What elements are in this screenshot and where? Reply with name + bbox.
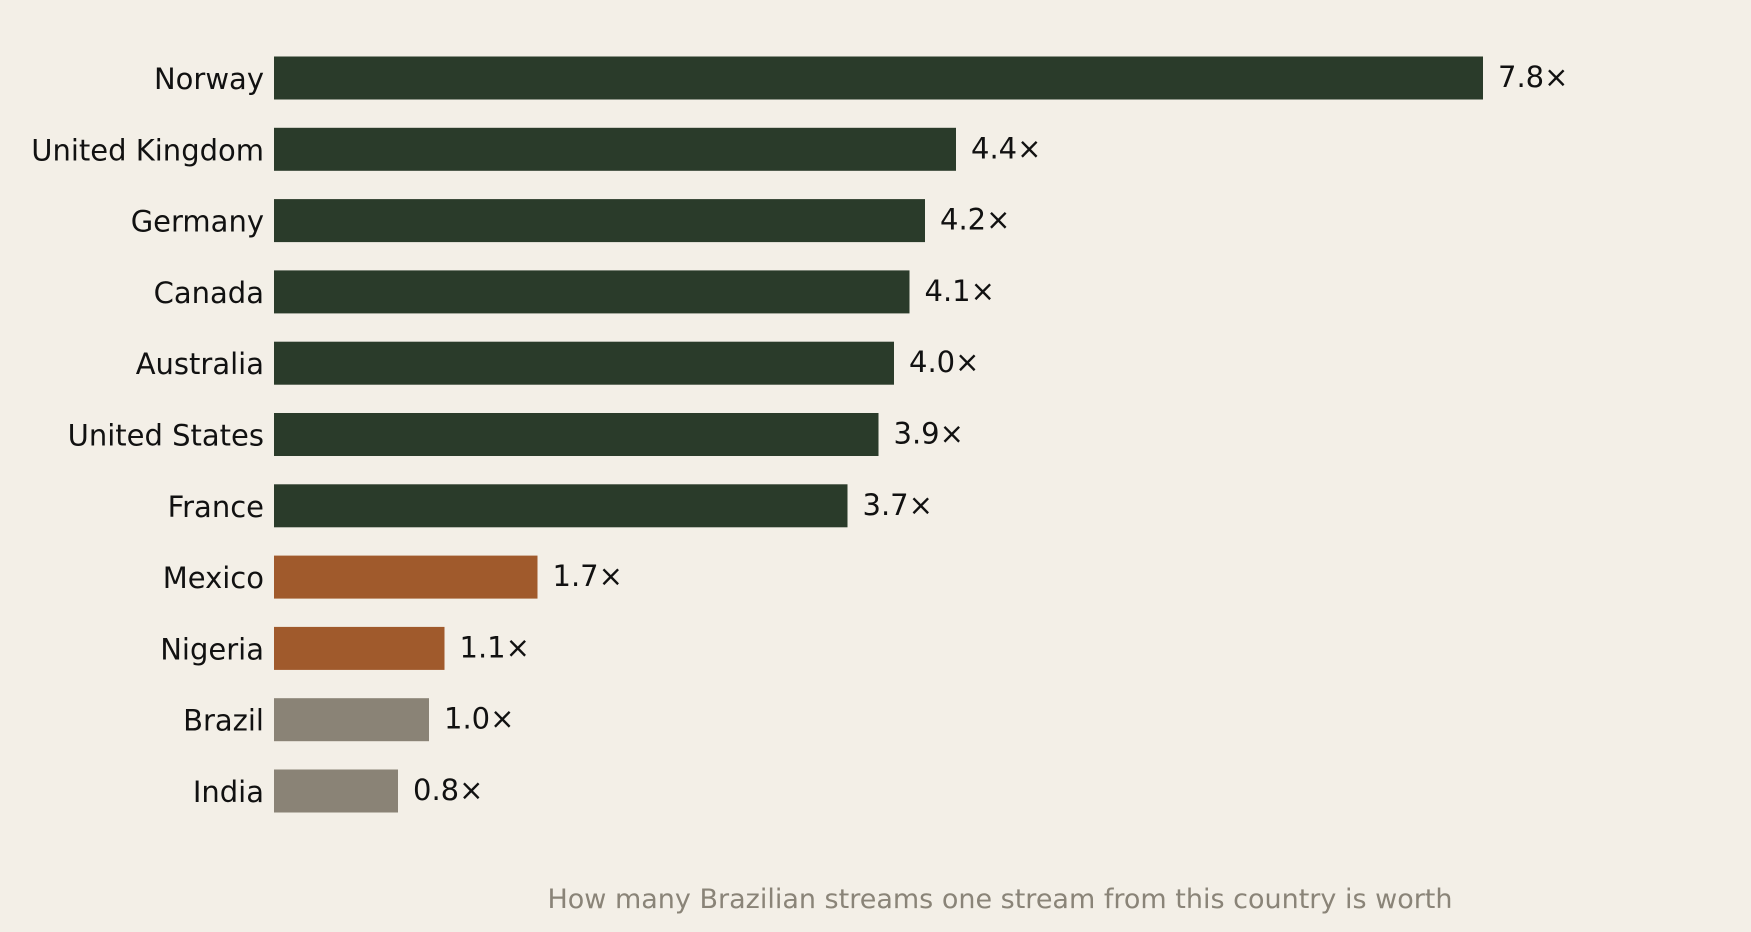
category-label: Germany xyxy=(131,205,264,239)
category-label: United Kingdom xyxy=(31,133,264,167)
category-label: Brazil xyxy=(183,704,264,738)
value-label: 4.4× xyxy=(971,131,1041,165)
category-label: India xyxy=(193,775,264,809)
value-label: 1.0× xyxy=(444,702,514,736)
x-axis-caption: How many Brazilian streams one stream fr… xyxy=(547,884,1452,915)
bar-nigeria xyxy=(274,626,445,670)
bar-mexico xyxy=(274,555,538,599)
value-label: 3.7× xyxy=(863,488,933,522)
value-label: 4.1× xyxy=(925,274,995,308)
bar-canada xyxy=(274,270,910,314)
value-label: 7.8× xyxy=(1498,60,1568,94)
value-label: 0.8× xyxy=(413,773,483,807)
bar-united-kingdom xyxy=(274,127,956,171)
category-label: Canada xyxy=(154,276,264,310)
value-label: 4.2× xyxy=(940,203,1010,237)
bar-norway xyxy=(274,56,1483,100)
category-label: Nigeria xyxy=(160,632,264,666)
bar-united-states xyxy=(274,413,879,456)
bar-australia xyxy=(274,341,894,385)
bars-group xyxy=(274,56,1483,813)
bar-brazil xyxy=(274,698,429,742)
category-label: France xyxy=(168,490,264,524)
value-label: 3.9× xyxy=(894,417,964,451)
value-label: 1.1× xyxy=(460,630,530,664)
value-label: 1.7× xyxy=(553,559,623,593)
bar-germany xyxy=(274,199,925,243)
category-label: Norway xyxy=(154,62,264,96)
category-label: Mexico xyxy=(163,561,264,595)
value-labels-group: 7.8× 4.4× 4.2× 4.1× 4.0× 3.9× 3.7× 1.7× 1.1× 1.0×… xyxy=(413,60,1568,807)
category-labels-group: Norway United Kingdom Germany Canada Austral… xyxy=(31,62,264,809)
bar-india xyxy=(274,769,398,813)
category-label: United States xyxy=(68,419,264,453)
category-label: Australia xyxy=(136,347,264,381)
value-label: 4.0× xyxy=(909,345,979,379)
bar-france xyxy=(274,484,848,528)
